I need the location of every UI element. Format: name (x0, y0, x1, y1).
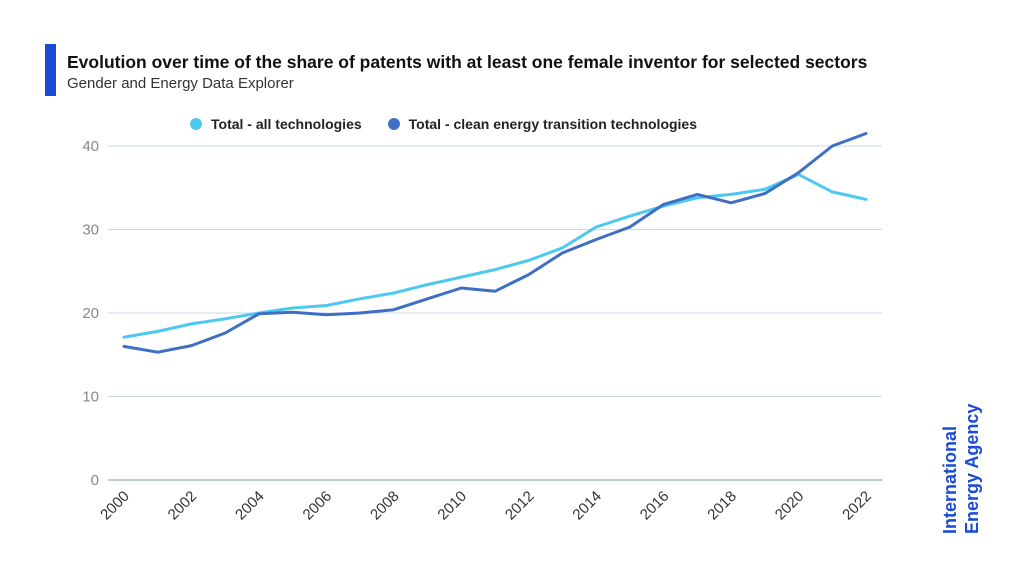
legend-item-all-technologies[interactable]: Total - all technologies (190, 116, 362, 132)
series-line-clean-energy[interactable] (122, 132, 868, 354)
x-tick-label-2010: 2010 (434, 488, 470, 524)
y-tick-label-0: 0 (91, 472, 99, 489)
x-axis-ticks: 2000 2002 2004 2006 2008 2010 2012 2014 2016 2018… (97, 488, 875, 524)
gridlines (108, 145, 882, 481)
legend-marker-clean-energy (387, 118, 400, 130)
x-tick-label-2022: 2022 (839, 488, 875, 524)
logo-text-line1: International (940, 426, 960, 534)
chart-subtitle: Gender and Energy Data Explorer (67, 75, 294, 92)
x-tick-label-2002: 2002 (165, 488, 201, 524)
y-axis-ticks: 0 10 20 30 40 (82, 138, 99, 489)
x-tick-label-2012: 2012 (502, 488, 538, 524)
x-tick-label-2014: 2014 (569, 488, 605, 524)
x-tick-label-2020: 2020 (772, 488, 808, 524)
chart-legend: Total - all technologies Total - clean e… (190, 116, 697, 132)
y-tick-label-30: 30 (82, 222, 99, 239)
y-tick-label-40: 40 (82, 138, 99, 155)
x-tick-label-2006: 2006 (300, 488, 336, 524)
series-line-all-technologies[interactable] (122, 172, 868, 339)
title-accent-bar (45, 44, 56, 96)
y-tick-label-10: 10 (82, 389, 99, 406)
series-lines (122, 132, 868, 354)
x-tick-label-2018: 2018 (704, 488, 740, 524)
iea-logo: International Energy Agency (940, 404, 982, 534)
x-tick-label-2008: 2008 (367, 488, 403, 524)
legend-label-clean-energy: Total - clean energy transition technolo… (408, 116, 698, 132)
x-tick-label-2000: 2000 (97, 488, 133, 524)
x-tick-label-2016: 2016 (637, 488, 673, 524)
y-tick-label-20: 20 (82, 305, 99, 322)
legend-label-all-technologies: Total - all technologies (211, 116, 362, 132)
x-tick-label-2004: 2004 (232, 488, 268, 524)
chart-title: Evolution over time of the share of pate… (67, 52, 868, 72)
legend-item-clean-energy[interactable]: Total - clean energy transition technolo… (387, 116, 698, 132)
logo-text-line2: Energy Agency (962, 404, 982, 534)
legend-marker-all-technologies (190, 118, 202, 130)
